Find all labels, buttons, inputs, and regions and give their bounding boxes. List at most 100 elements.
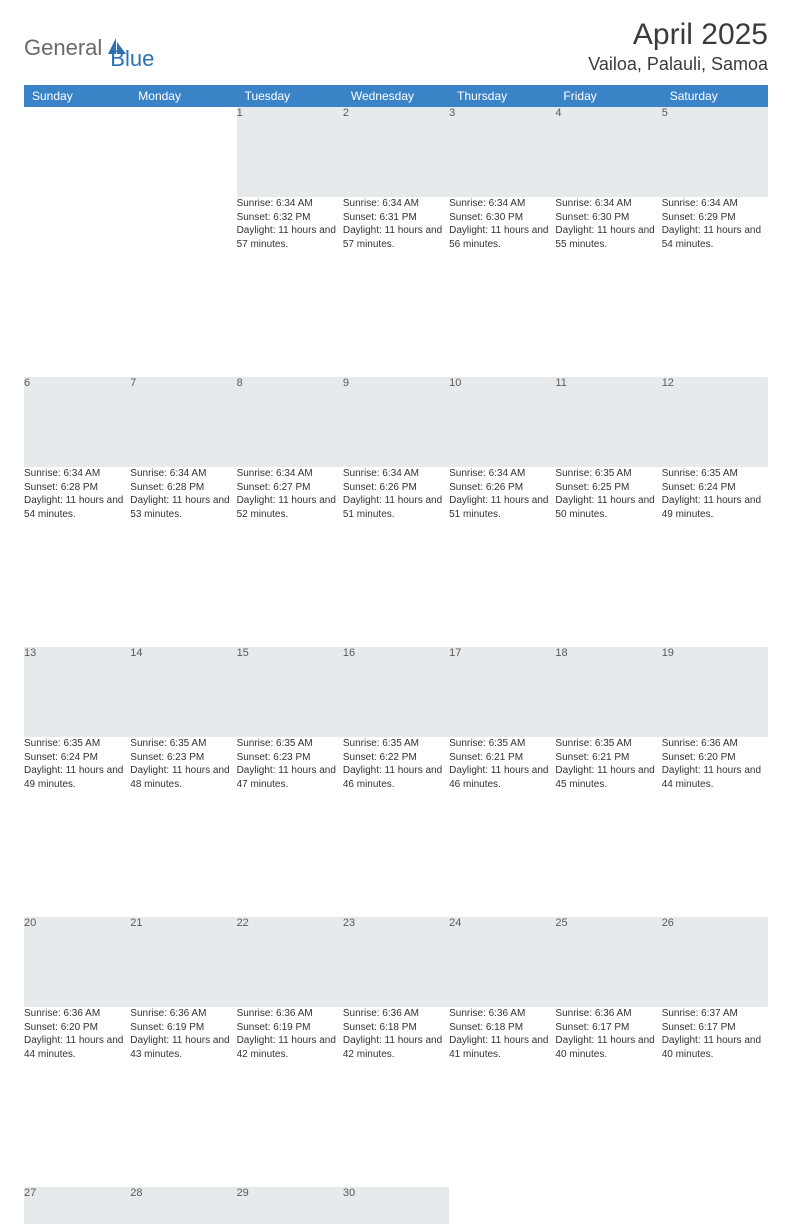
daylight-text: Daylight: 11 hours and 45 minutes. (555, 764, 661, 791)
day-number-cell: 5 (662, 107, 768, 197)
day-number-cell (555, 1187, 661, 1224)
brand-text-1: General (24, 35, 102, 61)
sunset-text: Sunset: 6:20 PM (24, 1021, 130, 1035)
day-number-cell: 3 (449, 107, 555, 197)
daylight-text: Daylight: 11 hours and 40 minutes. (555, 1034, 661, 1061)
brand-text-2: Blue (110, 46, 154, 71)
day-number-cell: 29 (237, 1187, 343, 1224)
day-content-row: Sunrise: 6:36 AMSunset: 6:20 PMDaylight:… (24, 1007, 768, 1097)
daylight-text: Daylight: 11 hours and 49 minutes. (24, 764, 130, 791)
day-content-cell: Sunrise: 6:35 AMSunset: 6:21 PMDaylight:… (449, 737, 555, 827)
daylight-text: Daylight: 11 hours and 50 minutes. (555, 494, 661, 521)
sunrise-text: Sunrise: 6:35 AM (130, 737, 236, 751)
daylight-text: Daylight: 11 hours and 43 minutes. (130, 1034, 236, 1061)
sunrise-text: Sunrise: 6:34 AM (343, 197, 449, 211)
day-content-cell: Sunrise: 6:35 AMSunset: 6:25 PMDaylight:… (555, 467, 661, 557)
weekday-header-row: Sunday Monday Tuesday Wednesday Thursday… (24, 85, 768, 107)
day-number-cell (662, 1187, 768, 1224)
day-number-cell: 13 (24, 647, 130, 737)
sunset-text: Sunset: 6:26 PM (343, 481, 449, 495)
sunset-text: Sunset: 6:28 PM (130, 481, 236, 495)
sunset-text: Sunset: 6:18 PM (449, 1021, 555, 1035)
day-content-cell: Sunrise: 6:34 AMSunset: 6:31 PMDaylight:… (343, 197, 449, 287)
day-number-cell: 2 (343, 107, 449, 197)
day-number-cell: 8 (237, 377, 343, 467)
day-number-row: 13141516171819 (24, 647, 768, 737)
sunset-text: Sunset: 6:18 PM (343, 1021, 449, 1035)
daylight-text: Daylight: 11 hours and 42 minutes. (237, 1034, 343, 1061)
day-number-row: 20212223242526 (24, 917, 768, 1007)
day-content-row: Sunrise: 6:34 AMSunset: 6:28 PMDaylight:… (24, 467, 768, 557)
day-number-cell: 21 (130, 917, 236, 1007)
day-number-row: 27282930 (24, 1187, 768, 1224)
sunrise-text: Sunrise: 6:36 AM (449, 1007, 555, 1021)
day-number-cell (449, 1187, 555, 1224)
day-content-cell: Sunrise: 6:37 AMSunset: 6:17 PMDaylight:… (662, 1007, 768, 1097)
month-title: April 2025 (588, 18, 768, 52)
day-content-cell: Sunrise: 6:36 AMSunset: 6:18 PMDaylight:… (343, 1007, 449, 1097)
sunrise-text: Sunrise: 6:34 AM (449, 197, 555, 211)
daylight-text: Daylight: 11 hours and 48 minutes. (130, 764, 236, 791)
day-number-cell: 24 (449, 917, 555, 1007)
daylight-text: Daylight: 11 hours and 42 minutes. (343, 1034, 449, 1061)
day-content-cell: Sunrise: 6:34 AMSunset: 6:26 PMDaylight:… (449, 467, 555, 557)
daylight-text: Daylight: 11 hours and 46 minutes. (449, 764, 555, 791)
daylight-text: Daylight: 11 hours and 44 minutes. (24, 1034, 130, 1061)
daylight-text: Daylight: 11 hours and 56 minutes. (449, 224, 555, 251)
weekday-header: Thursday (449, 85, 555, 107)
day-content-cell: Sunrise: 6:36 AMSunset: 6:20 PMDaylight:… (662, 737, 768, 827)
sunset-text: Sunset: 6:20 PM (662, 751, 768, 765)
daylight-text: Daylight: 11 hours and 47 minutes. (237, 764, 343, 791)
day-number-cell: 25 (555, 917, 661, 1007)
day-number-cell: 28 (130, 1187, 236, 1224)
day-number-cell: 7 (130, 377, 236, 467)
day-number-cell: 4 (555, 107, 661, 197)
daylight-text: Daylight: 11 hours and 44 minutes. (662, 764, 768, 791)
day-number-row: 6789101112 (24, 377, 768, 467)
sunset-text: Sunset: 6:17 PM (662, 1021, 768, 1035)
sunrise-text: Sunrise: 6:36 AM (130, 1007, 236, 1021)
sunrise-text: Sunrise: 6:36 AM (662, 737, 768, 751)
daylight-text: Daylight: 11 hours and 54 minutes. (662, 224, 768, 251)
day-content-cell: Sunrise: 6:34 AMSunset: 6:32 PMDaylight:… (237, 197, 343, 287)
day-content-cell: Sunrise: 6:34 AMSunset: 6:28 PMDaylight:… (24, 467, 130, 557)
sunset-text: Sunset: 6:23 PM (237, 751, 343, 765)
daylight-text: Daylight: 11 hours and 57 minutes. (237, 224, 343, 251)
sunset-text: Sunset: 6:17 PM (555, 1021, 661, 1035)
daylight-text: Daylight: 11 hours and 41 minutes. (449, 1034, 555, 1061)
sunrise-text: Sunrise: 6:36 AM (555, 1007, 661, 1021)
calendar-table: Sunday Monday Tuesday Wednesday Thursday… (24, 85, 768, 1224)
weekday-header: Saturday (662, 85, 768, 107)
sunset-text: Sunset: 6:24 PM (24, 751, 130, 765)
day-content-cell: Sunrise: 6:36 AMSunset: 6:19 PMDaylight:… (130, 1007, 236, 1097)
daylight-text: Daylight: 11 hours and 51 minutes. (343, 494, 449, 521)
day-number-cell: 16 (343, 647, 449, 737)
week-separator (24, 287, 768, 377)
day-content-cell: Sunrise: 6:36 AMSunset: 6:19 PMDaylight:… (237, 1007, 343, 1097)
daylight-text: Daylight: 11 hours and 55 minutes. (555, 224, 661, 251)
day-content-cell: Sunrise: 6:35 AMSunset: 6:22 PMDaylight:… (343, 737, 449, 827)
sunset-text: Sunset: 6:22 PM (343, 751, 449, 765)
sunset-text: Sunset: 6:30 PM (449, 211, 555, 225)
day-content-cell: Sunrise: 6:35 AMSunset: 6:24 PMDaylight:… (662, 467, 768, 557)
week-separator (24, 1097, 768, 1187)
sunset-text: Sunset: 6:30 PM (555, 211, 661, 225)
day-number-cell: 27 (24, 1187, 130, 1224)
day-content-cell: Sunrise: 6:35 AMSunset: 6:23 PMDaylight:… (130, 737, 236, 827)
day-number-cell: 10 (449, 377, 555, 467)
sunrise-text: Sunrise: 6:35 AM (237, 737, 343, 751)
sunset-text: Sunset: 6:23 PM (130, 751, 236, 765)
sunrise-text: Sunrise: 6:35 AM (343, 737, 449, 751)
day-number-cell: 17 (449, 647, 555, 737)
day-number-cell: 22 (237, 917, 343, 1007)
day-content-cell: Sunrise: 6:34 AMSunset: 6:30 PMDaylight:… (555, 197, 661, 287)
day-content-cell: Sunrise: 6:34 AMSunset: 6:29 PMDaylight:… (662, 197, 768, 287)
sunset-text: Sunset: 6:19 PM (130, 1021, 236, 1035)
sunrise-text: Sunrise: 6:34 AM (555, 197, 661, 211)
day-content-cell: Sunrise: 6:34 AMSunset: 6:26 PMDaylight:… (343, 467, 449, 557)
sunrise-text: Sunrise: 6:35 AM (24, 737, 130, 751)
sunset-text: Sunset: 6:28 PM (24, 481, 130, 495)
daylight-text: Daylight: 11 hours and 57 minutes. (343, 224, 449, 251)
sunset-text: Sunset: 6:21 PM (555, 751, 661, 765)
day-number-cell: 30 (343, 1187, 449, 1224)
